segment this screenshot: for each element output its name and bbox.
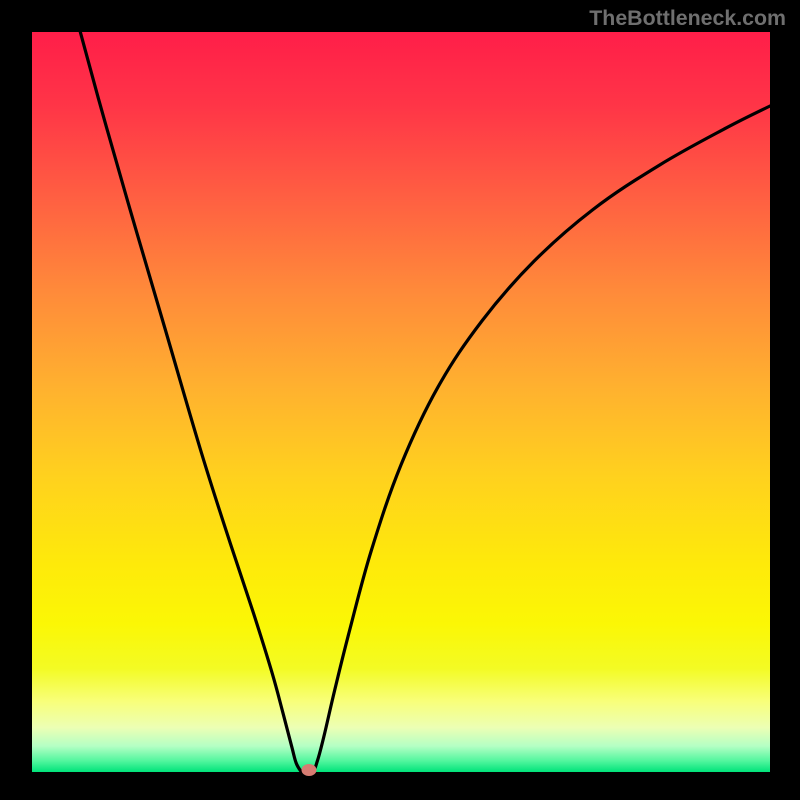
plot-area: [32, 32, 770, 772]
watermark-text: TheBottleneck.com: [589, 6, 786, 31]
chart-frame: TheBottleneck.com: [0, 0, 800, 800]
bottleneck-curve: [32, 32, 770, 772]
optimum-marker: [302, 764, 317, 776]
